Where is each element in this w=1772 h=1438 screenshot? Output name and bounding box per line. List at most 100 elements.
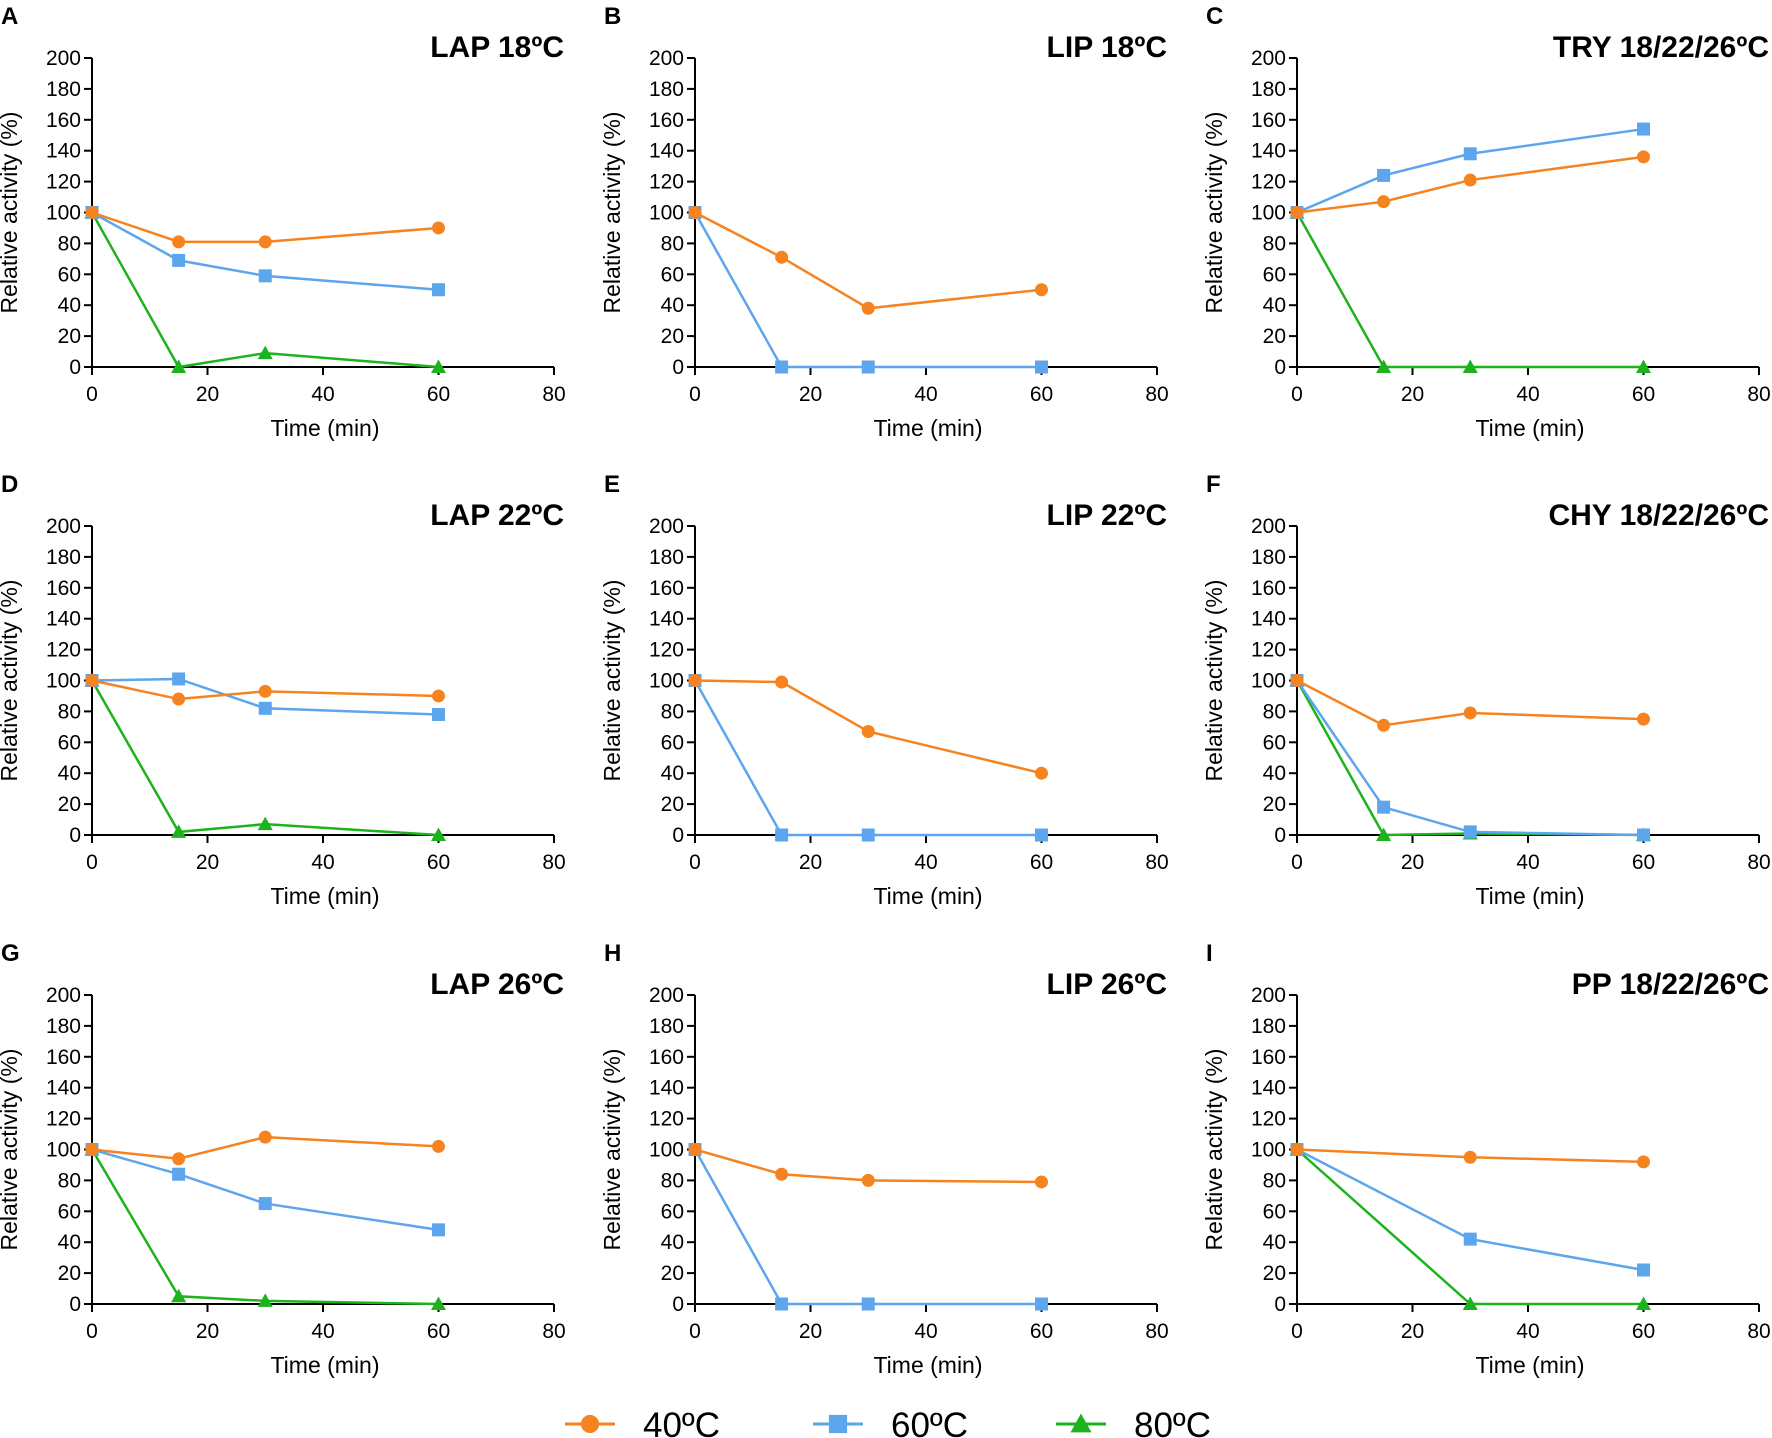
- series-line: [1295, 211, 1644, 369]
- panel-title: CHY 18/22/26ºC: [1548, 499, 1769, 532]
- data-point: [258, 684, 272, 698]
- series-40c: [688, 206, 1048, 315]
- x-axis-label: Time (min): [873, 883, 982, 909]
- y-tick-label: 20: [661, 793, 684, 816]
- x-tick-label: 20: [1401, 851, 1424, 874]
- y-tick-label: 0: [672, 824, 684, 847]
- y-tick-label: 160: [1251, 1046, 1286, 1069]
- data-point: [432, 283, 445, 297]
- x-tick-label: 60: [1632, 383, 1655, 406]
- data-point: [1463, 1232, 1477, 1246]
- x-tick-label: 20: [1401, 383, 1424, 406]
- data-point: [1377, 195, 1391, 209]
- series-line: [1296, 127, 1644, 214]
- y-tick-label: 40: [661, 762, 684, 785]
- data-point: [1377, 168, 1391, 182]
- data-point: [1290, 674, 1304, 687]
- series-line: [693, 211, 1042, 369]
- panel-letter: D: [1, 471, 18, 498]
- data-point: [1463, 173, 1477, 187]
- data-point: [172, 1152, 186, 1166]
- data-point: [257, 1293, 273, 1307]
- x-tick-label: 40: [1516, 1320, 1539, 1343]
- y-tick-label: 180: [1251, 78, 1286, 101]
- data-point: [775, 1167, 789, 1181]
- x-tick-label: 60: [1030, 1320, 1053, 1343]
- y-tick-label: 100: [649, 670, 684, 693]
- data-point: [1035, 283, 1048, 297]
- x-tick-label: 20: [799, 1320, 822, 1343]
- x-axis-label: Time (min): [873, 415, 982, 441]
- y-tick-label: 80: [58, 700, 81, 723]
- panel-title: LAP 22ºC: [430, 499, 564, 532]
- data-point: [1035, 1175, 1048, 1189]
- y-tick-label: 180: [46, 546, 81, 569]
- data-point: [861, 360, 875, 374]
- data-point: [1377, 800, 1391, 814]
- data-point: [775, 1297, 789, 1311]
- data-point: [1290, 206, 1304, 219]
- series-80c: [84, 205, 446, 373]
- data-point: [688, 206, 702, 219]
- data-point: [257, 816, 273, 831]
- y-tick-label: 200: [649, 47, 684, 70]
- data-point: [85, 206, 99, 219]
- series-line: [90, 679, 439, 837]
- x-tick-label: 40: [311, 1320, 334, 1343]
- data-point: [1376, 359, 1392, 373]
- series-line: [90, 211, 439, 369]
- x-tick-label: 60: [427, 1320, 450, 1343]
- legend-label: 80ºC: [1134, 1406, 1211, 1438]
- y-tick-label: 80: [1263, 1169, 1286, 1192]
- series-60c: [1290, 122, 1650, 219]
- series-line: [1295, 679, 1644, 837]
- series-60c: [1290, 674, 1650, 842]
- panel-letter: E: [604, 471, 620, 498]
- y-tick-label: 100: [46, 670, 81, 693]
- data-point: [1637, 1155, 1650, 1169]
- series-line: [91, 1148, 439, 1232]
- legend-entry: 60ºC: [813, 1406, 968, 1438]
- x-tick-label: 0: [689, 1320, 701, 1343]
- panel-a: 0 20 40 60 80 100 120 140 160 180 200 0 20 40 60 80 Time…: [0, 3, 566, 441]
- y-tick-label: 120: [46, 171, 81, 194]
- panel-title: LIP 22ºC: [1047, 499, 1167, 532]
- y-axis-label: Relative activity (%): [599, 580, 625, 782]
- x-tick-label: 40: [1516, 851, 1539, 874]
- data-point: [1636, 1296, 1651, 1310]
- data-point: [1462, 1296, 1478, 1310]
- data-point: [1637, 828, 1650, 842]
- y-axis-label: Relative activity (%): [0, 580, 22, 782]
- x-tick-label: 20: [1401, 1320, 1424, 1343]
- series-line: [1296, 1148, 1644, 1272]
- series-60c: [688, 674, 1048, 842]
- y-tick-label: 40: [1263, 294, 1286, 317]
- y-tick-label: 20: [1263, 1262, 1286, 1285]
- data-point: [861, 1173, 875, 1187]
- y-tick-label: 120: [46, 639, 81, 662]
- y-axis-label: Relative activity (%): [599, 112, 625, 314]
- y-tick-label: 80: [661, 700, 684, 723]
- y-tick-label: 0: [1274, 824, 1286, 847]
- x-axis-label: Time (min): [1475, 883, 1584, 909]
- x-tick-label: 80: [542, 851, 565, 874]
- y-tick-label: 120: [649, 171, 684, 194]
- y-tick-label: 160: [649, 1046, 684, 1069]
- y-tick-label: 100: [1251, 202, 1286, 225]
- legend-label: 40ºC: [643, 1406, 720, 1438]
- y-tick-label: 140: [1251, 608, 1286, 631]
- data-point: [1637, 1263, 1650, 1277]
- y-tick-label: 40: [661, 1231, 684, 1254]
- series-line: [1296, 679, 1644, 727]
- y-tick-label: 60: [661, 731, 684, 754]
- y-tick-label: 120: [46, 1108, 81, 1131]
- y-tick-label: 20: [661, 1262, 684, 1285]
- y-tick-label: 180: [46, 1015, 81, 1038]
- y-tick-label: 180: [46, 78, 81, 101]
- y-tick-label: 40: [58, 1231, 81, 1254]
- x-tick-label: 60: [427, 851, 450, 874]
- series-line: [694, 679, 1042, 775]
- y-tick-label: 180: [649, 78, 684, 101]
- x-tick-label: 0: [1291, 851, 1303, 874]
- data-point: [431, 1296, 446, 1310]
